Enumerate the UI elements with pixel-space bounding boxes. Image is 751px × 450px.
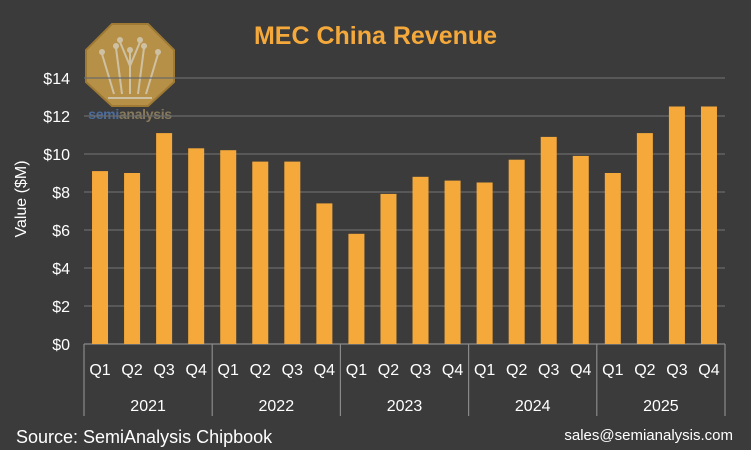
contact-email: sales@semianalysis.com [564, 427, 733, 444]
bar [444, 180, 461, 344]
x-tick-label-quarter: Q2 [634, 362, 655, 379]
bar [220, 150, 237, 344]
x-tick-label-quarter: Q3 [282, 362, 303, 379]
bar [92, 171, 109, 344]
bar [508, 159, 525, 344]
bar [380, 193, 397, 344]
bar [604, 173, 621, 344]
bar [412, 176, 429, 344]
y-tick-label: $0 [52, 337, 70, 354]
x-axis: Q1 Q2 Q3 Q4 2021 Q1 Q2 Q3 Q4 2022 Q1 Q2 Q3 Q4 2023 Q1 Q2… [83, 344, 726, 416]
x-tick-label-quarter: Q1 [346, 362, 367, 379]
x-tick-label-year: 2023 [387, 398, 423, 415]
x-tick-label-year: 2024 [515, 398, 551, 415]
gridlines [84, 77, 725, 345]
x-tick-label-year: 2021 [130, 398, 166, 415]
y-tick-label: $6 [52, 223, 70, 240]
bar [476, 182, 493, 344]
y-tick-label: $2 [52, 299, 70, 316]
logo-text-analysis: analysis [118, 106, 172, 122]
chip-tree-icon [85, 23, 175, 107]
x-tick-label-quarter: Q4 [570, 362, 591, 379]
logo-wordmark: semianalysis [84, 106, 176, 122]
y-tick-label: $4 [52, 261, 70, 278]
y-axis-label: Value ($M) [13, 160, 30, 237]
x-tick-label-quarter: Q4 [698, 362, 719, 379]
bar [252, 161, 269, 344]
x-tick-label-quarter: Q4 [314, 362, 335, 379]
x-tick-label-quarter: Q2 [506, 362, 527, 379]
chart-title: MEC China Revenue [253, 22, 498, 50]
semianalysis-logo: semianalysis [84, 22, 176, 126]
bar [156, 133, 173, 344]
x-tick-label-year: 2025 [643, 398, 679, 415]
y-tick-label: $10 [43, 147, 70, 164]
bar [668, 106, 685, 344]
x-tick-label-quarter: Q1 [474, 362, 495, 379]
x-tick-label-quarter: Q1 [89, 362, 110, 379]
y-tick-label: $14 [43, 71, 70, 88]
bar [572, 155, 589, 344]
y-tick-label: $8 [52, 185, 70, 202]
x-tick-label-quarter: Q3 [410, 362, 431, 379]
x-tick-label-quarter: Q3 [153, 362, 174, 379]
bar [316, 203, 333, 344]
y-axis-ticks: $0 $2 $4 $6 $8 $10 $12 $14 [43, 71, 70, 354]
source-note: Source: SemiAnalysis Chipbook [16, 427, 273, 447]
x-tick-label-quarter: Q1 [218, 362, 239, 379]
logo-text-semi: semi [88, 106, 119, 122]
x-tick-label-quarter: Q4 [442, 362, 463, 379]
bar [700, 106, 717, 344]
x-tick-label-quarter: Q2 [121, 362, 142, 379]
x-tick-label-quarter: Q3 [538, 362, 559, 379]
bar [348, 233, 365, 344]
x-tick-label-quarter: Q2 [378, 362, 399, 379]
x-tick-label-quarter: Q2 [250, 362, 271, 379]
x-tick-label-quarter: Q1 [602, 362, 623, 379]
x-tick-label-year: 2022 [259, 398, 295, 415]
bar [636, 133, 653, 344]
bar [124, 173, 141, 344]
bars [92, 106, 717, 344]
y-tick-label: $12 [43, 109, 70, 126]
x-tick-label-quarter: Q4 [186, 362, 207, 379]
bar [540, 136, 557, 344]
bar [188, 148, 205, 344]
bar [284, 161, 301, 344]
x-tick-label-quarter: Q3 [666, 362, 687, 379]
